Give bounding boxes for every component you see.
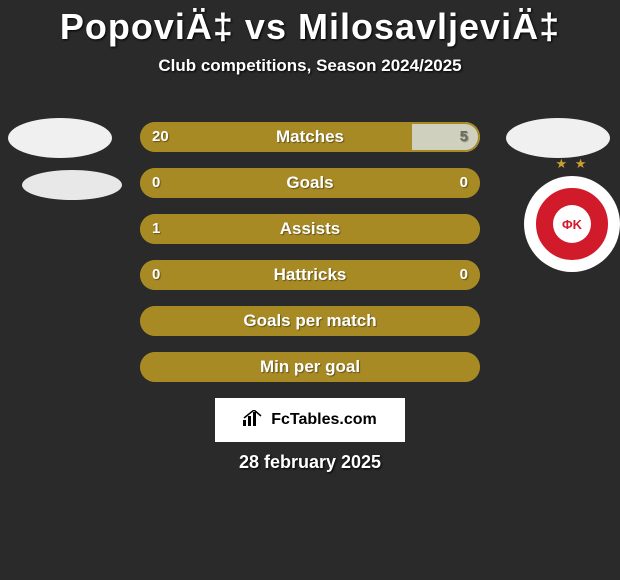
stat-label: Hattricks (140, 260, 480, 290)
stat-label: Goals per match (140, 306, 480, 336)
stat-label: Matches (140, 122, 480, 152)
stat-row: 205Matches (140, 122, 480, 152)
page-subtitle: Club competitions, Season 2024/2025 (0, 56, 620, 76)
stat-label: Min per goal (140, 352, 480, 382)
stat-label: Goals (140, 168, 480, 198)
brand-footer: FcTables.com (215, 398, 405, 442)
player-left-avatar (8, 118, 112, 158)
stat-row: 00Hattricks (140, 260, 480, 290)
club-stars-icon: ★ ★ (524, 156, 620, 172)
club-logo-text: ΦK (553, 205, 591, 243)
stats-chart: 205Matches 00Goals 1Assists 00Hattricks Goal… (140, 122, 480, 398)
player-left-secondary-avatar (22, 170, 122, 200)
stat-row: Min per goal (140, 352, 480, 382)
player-right-avatar (506, 118, 610, 158)
stat-row: 00Goals (140, 168, 480, 198)
brand-text: FcTables.com (271, 411, 377, 429)
page-title: PopoviÄ‡ vs MilosavljeviÄ‡ (0, 0, 620, 48)
brand-chart-icon (243, 410, 263, 431)
stat-row: Goals per match (140, 306, 480, 336)
club-logo: ★ ★ ΦK (524, 176, 620, 272)
stat-row: 1Assists (140, 214, 480, 244)
date-label: 28 february 2025 (0, 452, 620, 473)
stat-label: Assists (140, 214, 480, 244)
